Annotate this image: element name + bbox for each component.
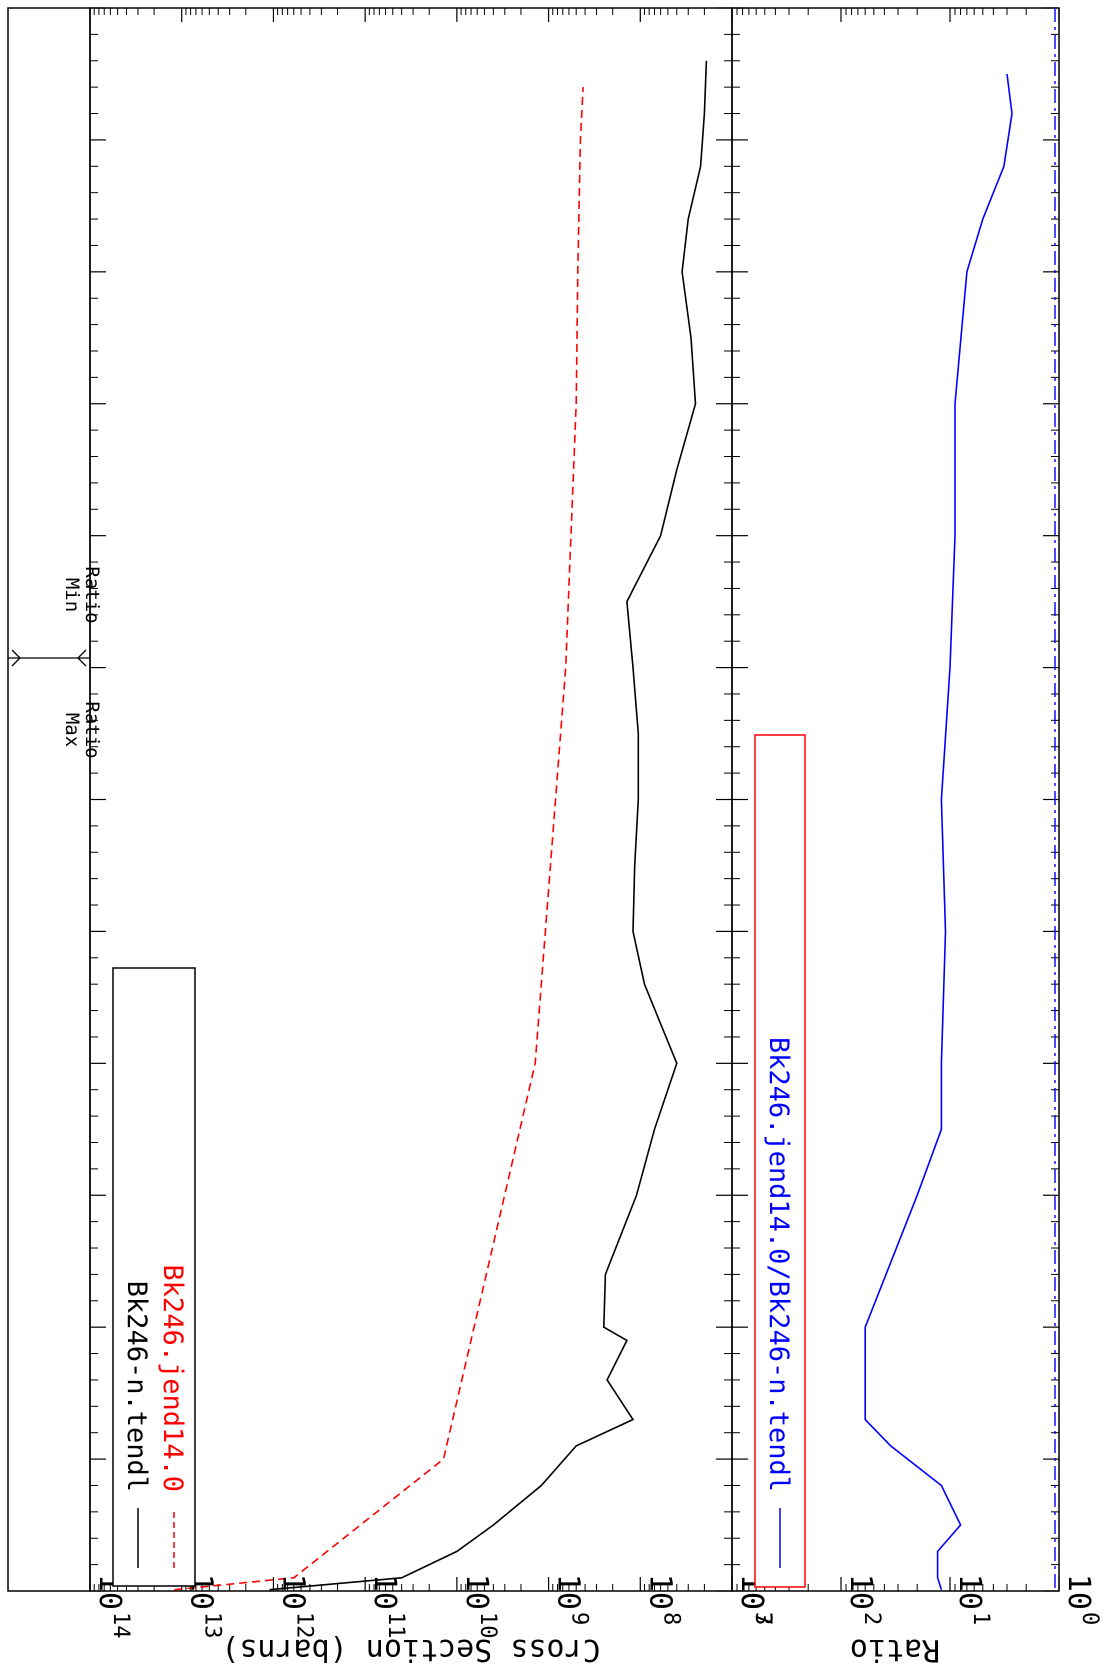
ratio-tick-label: 103 (734, 1574, 775, 1625)
tick-label-exponent: 7 (750, 1612, 775, 1625)
tick-label-exponent: 3 (750, 1612, 775, 1625)
series-line (174, 87, 584, 1591)
tick-label-exponent: 9 (567, 1612, 592, 1625)
legend-box (754, 734, 806, 1588)
annotation-line: Min (61, 578, 83, 612)
ratio-axis-title: Ratio (850, 1632, 940, 1665)
ratio-tick-label: 100 (1061, 1574, 1102, 1625)
annotation-strip (7, 7, 91, 1592)
cross-section-axis-title: Cross Section (barns) (221, 1632, 600, 1665)
legend-entry: Bk246.jend14.0/Bk246-n.tendl (763, 1037, 794, 1492)
annotation-line: Ratio (81, 701, 103, 758)
tick-label-exponent: 14 (108, 1612, 133, 1639)
min-ratio-arrow (77, 649, 87, 667)
axis-titles: Cross Section (barns) Ratio (221, 1632, 940, 1665)
legend-label: Bk246.jend14.0 (157, 1264, 188, 1492)
tick-label-base: 10 (459, 1574, 494, 1610)
series-line (269, 60, 708, 1591)
cross-section-tick-label: 107 (734, 1574, 775, 1625)
tick-label-exponent: 11 (383, 1612, 408, 1639)
tick-label-base: 10 (843, 1574, 878, 1610)
tick-label-exponent: 10 (475, 1612, 500, 1639)
tick-label-exponent: 13 (200, 1612, 225, 1639)
legends: Bk246-n.tendl Bk246.jend14.0 Bk246.jend14.… (112, 734, 806, 1588)
cross-section-tick-label: 109 (551, 1574, 592, 1625)
legend-entry: Bk246.jend14.0 (157, 1264, 188, 1492)
tick-label-exponent: 8 (658, 1612, 683, 1625)
ratio-tick-label: 101 (952, 1574, 993, 1625)
series-line (864, 73, 1013, 1590)
legend-label: Bk246.jend14.0/Bk246-n.tendl (763, 1037, 794, 1492)
axis-title-text: Cross Section (barns) (221, 1632, 600, 1665)
tick-label-base: 10 (1061, 1574, 1096, 1610)
ratio-series (864, 8, 1056, 1591)
annotation-line: Max (61, 713, 83, 747)
ratio-tick-label: 102 (843, 1574, 884, 1625)
legend-label: Bk246-n.tendl (121, 1281, 152, 1492)
tick-label-exponent: 2 (859, 1612, 884, 1625)
tick-label-exponent: 12 (291, 1612, 316, 1639)
annotation-line: Ratio (81, 566, 103, 623)
tick-label-base: 10 (367, 1574, 402, 1610)
tick-label-exponent: 0 (1077, 1612, 1102, 1625)
tick-label-base: 10 (952, 1574, 987, 1610)
axis-title-text: Ratio (850, 1632, 940, 1665)
legend-box (112, 967, 196, 1587)
cross-section-series (174, 60, 708, 1591)
tick-label-base: 10 (642, 1574, 677, 1610)
cross-section-tick-label: 108 (642, 1574, 683, 1625)
tick-label-base: 10 (275, 1574, 310, 1610)
max-ratio-arrow (11, 649, 21, 667)
ratio-tick-marks (731, 7, 1060, 1592)
tick-label-exponent: 1 (968, 1612, 993, 1625)
tick-label-base: 10 (551, 1574, 586, 1610)
legend-entry: Bk246-n.tendl (121, 1281, 152, 1492)
